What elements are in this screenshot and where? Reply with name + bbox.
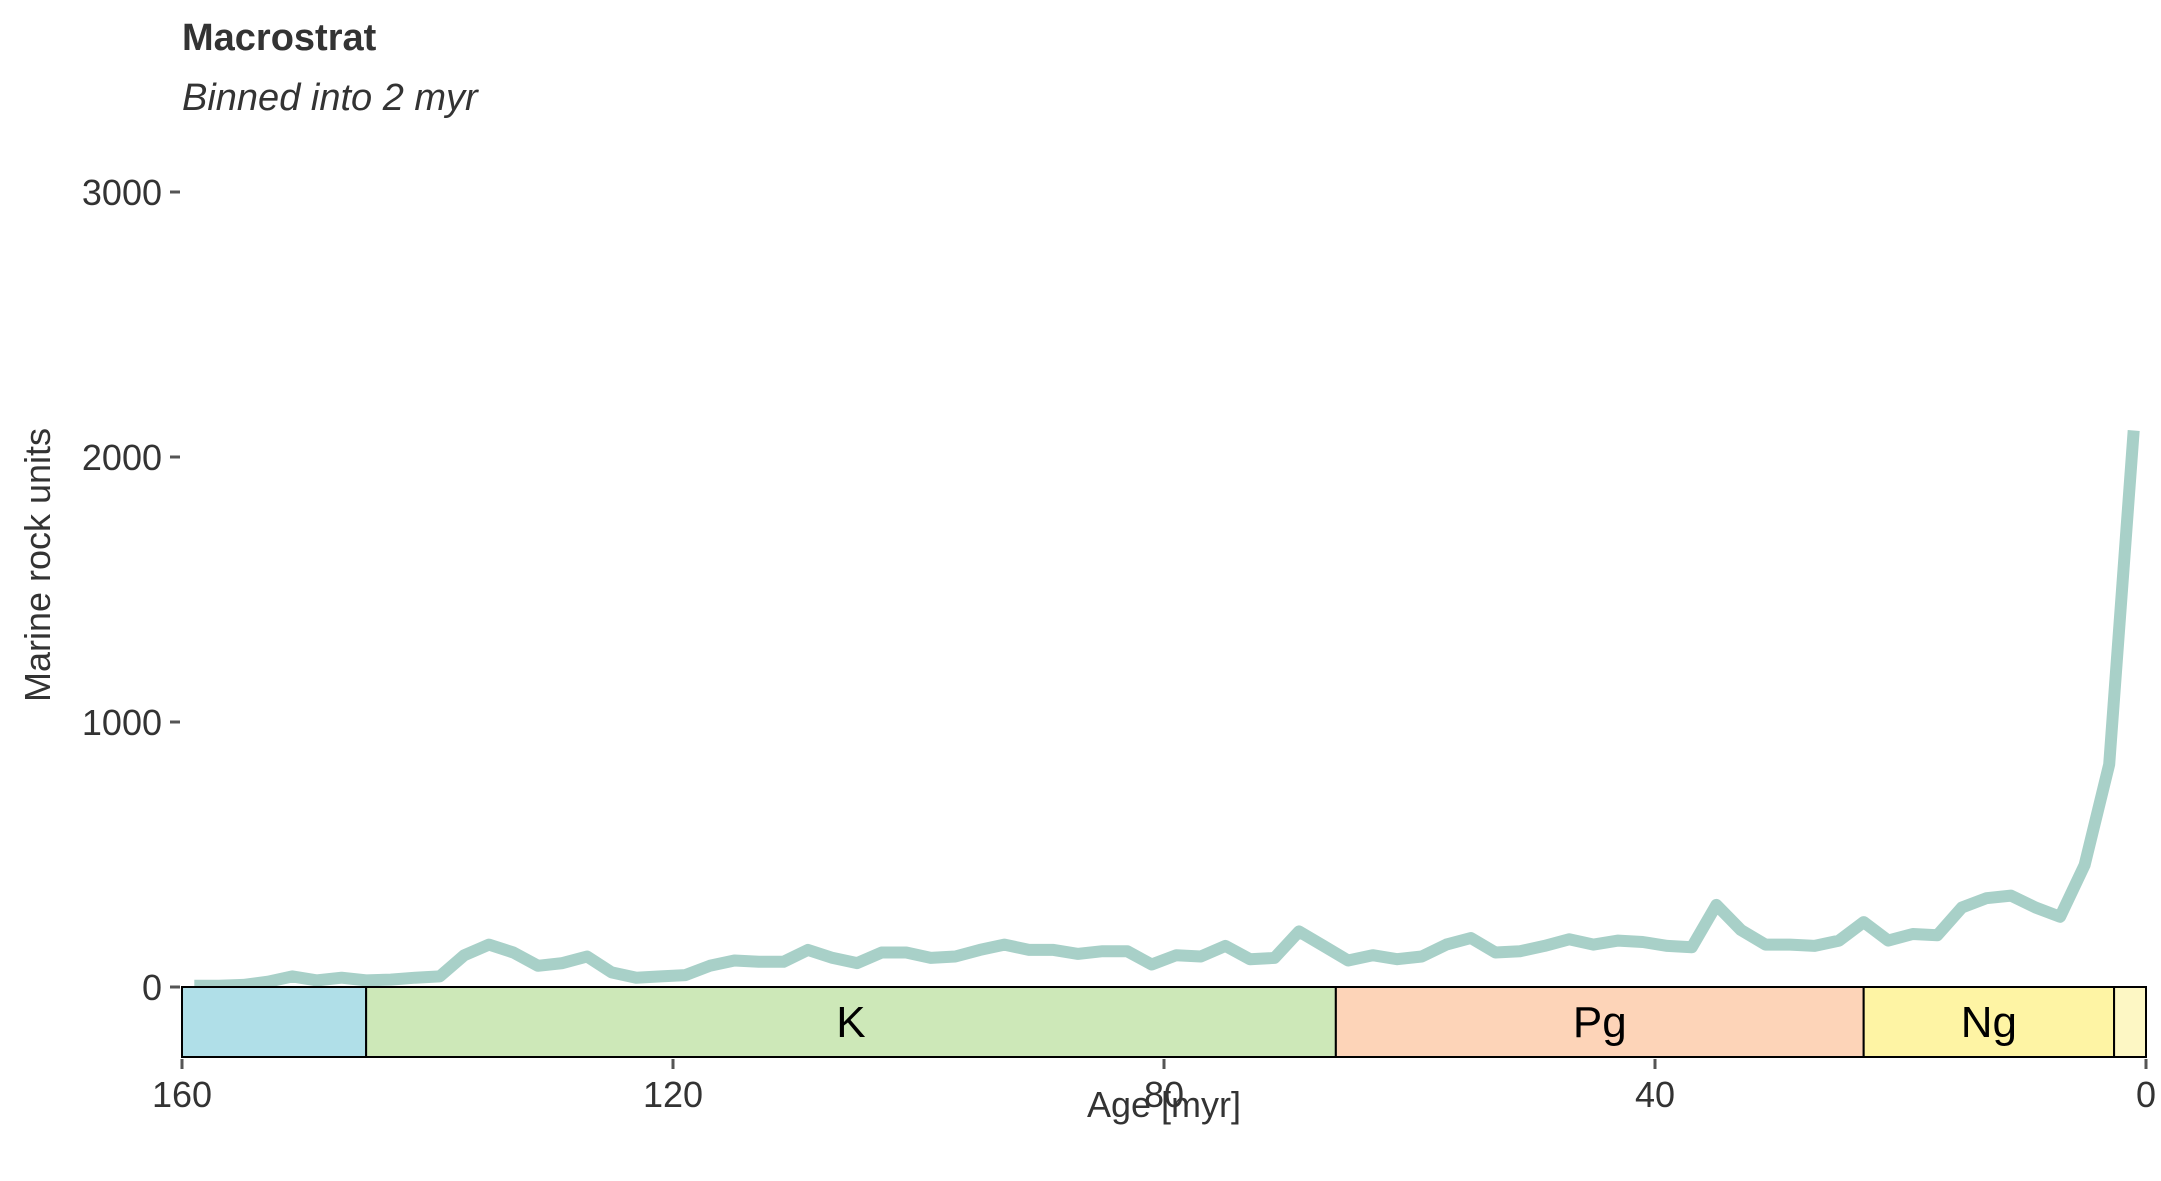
y-tick-label: 1000 bbox=[82, 702, 162, 743]
x-tick-label: 120 bbox=[643, 1074, 703, 1115]
x-tick-label: 160 bbox=[152, 1074, 212, 1115]
y-axis-title: Marine rock units bbox=[17, 428, 58, 702]
series-line bbox=[194, 430, 2140, 992]
x-tick-label: 80 bbox=[1144, 1074, 1184, 1115]
period-box bbox=[181, 986, 368, 1058]
y-axis: 0 1000 2000 3000 bbox=[82, 172, 180, 1008]
period-label: Ng bbox=[1961, 998, 2017, 1047]
chart-subtitle: Binned into 2 myr bbox=[182, 77, 479, 119]
period-label: K bbox=[836, 998, 865, 1047]
period-label: Pg bbox=[1573, 998, 1627, 1047]
x-axis: 160 120 80 40 0 bbox=[152, 1059, 2156, 1115]
period-box bbox=[365, 986, 1337, 1058]
period-box bbox=[2113, 986, 2147, 1058]
y-tick-label: 0 bbox=[142, 967, 162, 1008]
chart-title: Macrostrat bbox=[182, 17, 377, 59]
plot-area bbox=[194, 430, 2140, 992]
x-axis-title: Age [myr] bbox=[1087, 1084, 1241, 1125]
geologic-timescale: K Pg Ng bbox=[181, 986, 2147, 1058]
y-tick-label: 2000 bbox=[82, 437, 162, 478]
x-tick-label: 40 bbox=[1635, 1074, 1675, 1115]
x-tick-label: 0 bbox=[2136, 1074, 2156, 1115]
y-tick-label: 3000 bbox=[82, 172, 162, 213]
